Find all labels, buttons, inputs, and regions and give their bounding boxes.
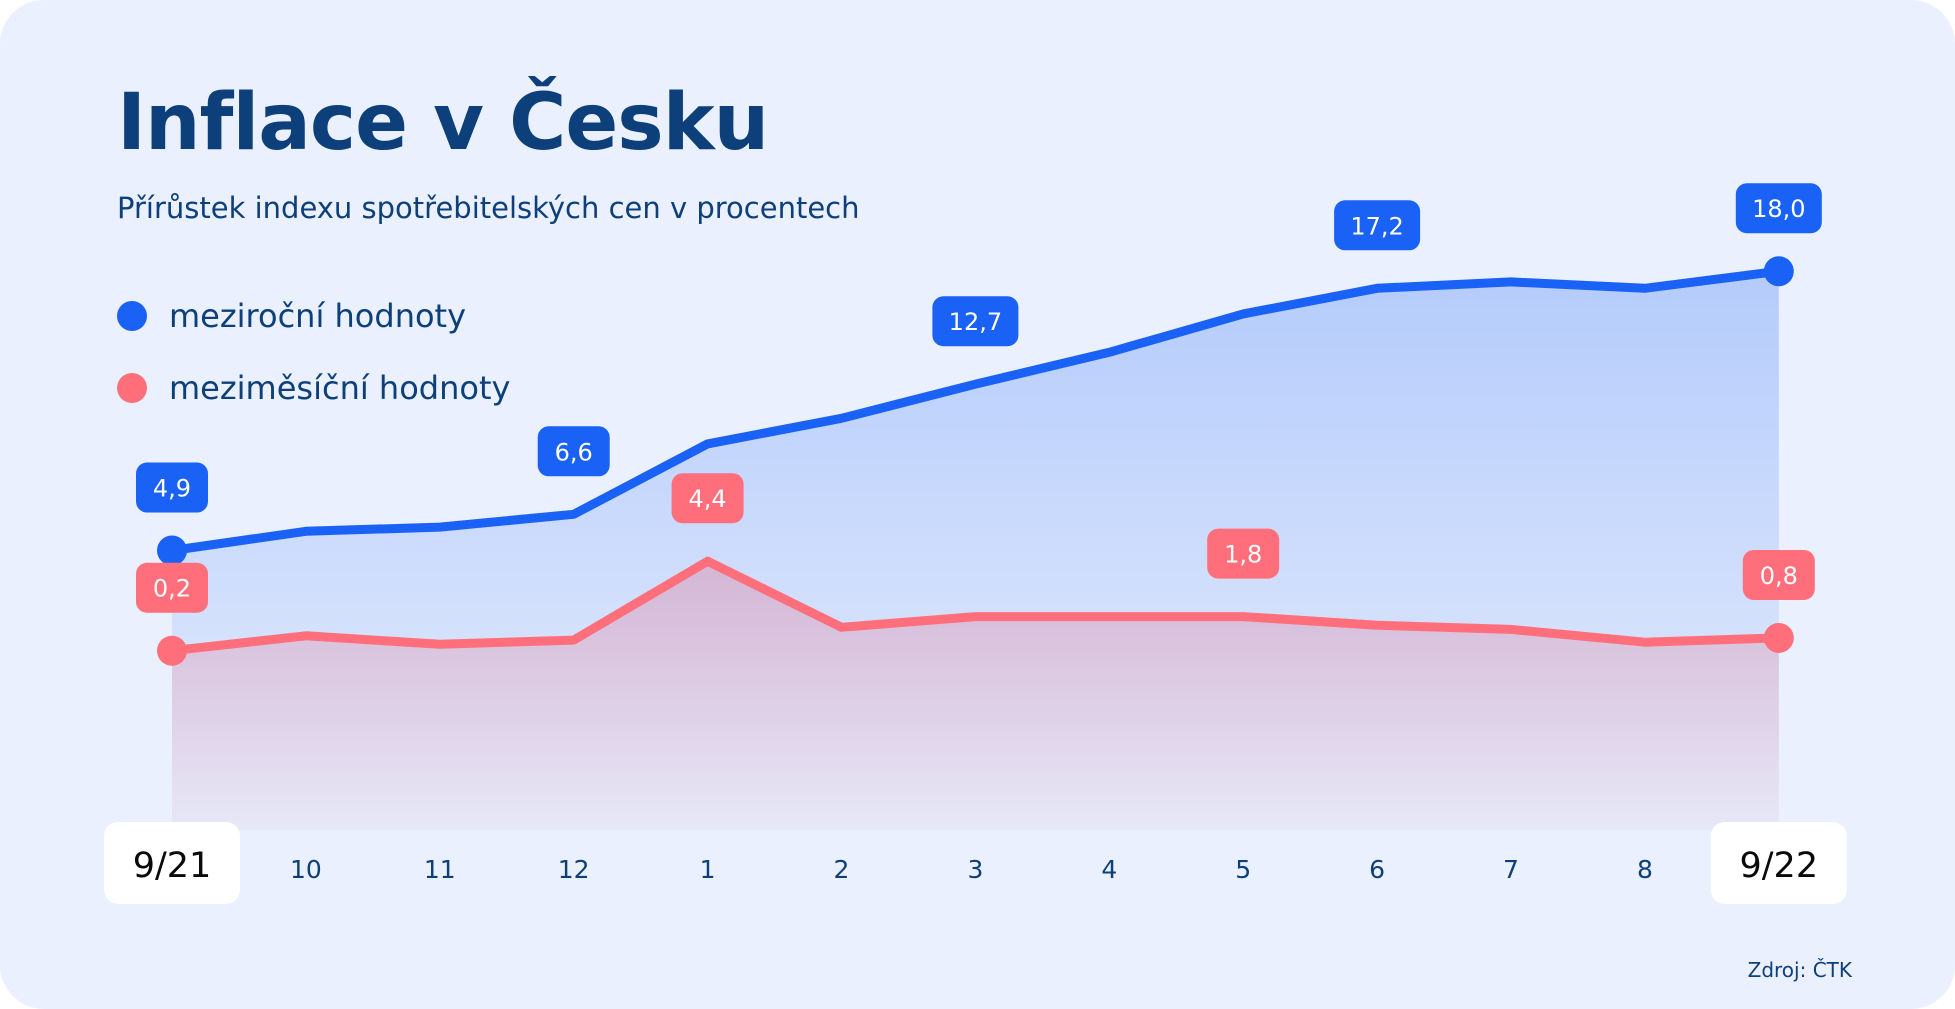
value-label-bg	[1334, 200, 1421, 251]
legend-dot-mom	[117, 373, 147, 403]
value-label-yoy-3: 12,7	[932, 296, 1019, 347]
value-label-text: 17,2	[1350, 212, 1403, 240]
value-label-text: 6,6	[555, 438, 593, 466]
value-label-text: 1,8	[1224, 541, 1262, 569]
value-label-text: 4,9	[153, 475, 191, 503]
value-label-mom-1: 4,4	[671, 473, 744, 524]
x-tick-8: 8	[1637, 855, 1653, 884]
value-label-text: 4,4	[689, 485, 727, 513]
value-label-yoy-9-22: 18,0	[1735, 183, 1822, 234]
value-label-yoy-9-21: 4,9	[136, 462, 208, 513]
x-tick-3: 3	[967, 855, 983, 884]
value-label-mom-9-22: 0,8	[1742, 549, 1815, 600]
x-tick-6: 6	[1369, 855, 1385, 884]
legend-label-yoy: meziroční hodnoty	[169, 297, 467, 335]
x-tick-2: 2	[834, 855, 850, 884]
point-yoy-9-21	[157, 535, 187, 566]
x-tick-box	[104, 822, 240, 904]
x-tick-1: 1	[700, 855, 716, 884]
point-mom-9-21	[157, 635, 187, 666]
x-tick-9-21: 9/21	[104, 822, 240, 904]
point-yoy-9-22	[1763, 256, 1794, 287]
value-label-mom-5: 1,8	[1207, 528, 1280, 579]
chart-title: Inflace v Česku	[117, 78, 769, 168]
value-label-text: 0,8	[1760, 562, 1798, 590]
value-label-mom-9-21: 0,2	[136, 562, 208, 613]
value-label-bg	[671, 473, 744, 524]
value-label-bg	[1735, 183, 1822, 234]
value-label-yoy-6: 17,2	[1334, 200, 1421, 251]
x-tick-box	[1710, 822, 1847, 904]
x-tick-5: 5	[1235, 855, 1251, 884]
value-label-bg	[932, 296, 1019, 347]
series-line-yoy	[167, 266, 1784, 555]
point-mom-9-22	[1763, 622, 1794, 653]
value-label-bg	[136, 462, 208, 513]
source-note: Zdroj: ČTK	[1747, 958, 1852, 982]
value-label-bg	[136, 562, 208, 613]
value-label-text: 0,2	[153, 575, 191, 603]
legend-dot-yoy	[117, 301, 147, 331]
value-label-text: 12,7	[949, 308, 1002, 336]
x-tick-12: 12	[558, 855, 590, 884]
x-tick-11: 11	[424, 855, 456, 884]
value-label-bg	[1742, 549, 1815, 600]
chart-subtitle: Přírůstek indexu spotřebitelských cen v …	[117, 191, 860, 225]
area-yoy	[172, 271, 1779, 830]
value-label-bg	[537, 426, 610, 477]
value-label-yoy-12: 6,6	[537, 426, 610, 477]
x-tick-7: 7	[1503, 855, 1519, 884]
x-tick-9-22: 9/22	[1710, 822, 1847, 904]
value-label-bg	[1207, 528, 1280, 579]
x-tick-4: 4	[1101, 855, 1117, 884]
x-tick-label: 9/22	[1739, 846, 1818, 886]
x-tick-10: 10	[290, 855, 322, 884]
legend-label-mom: meziměsíční hodnoty	[169, 369, 511, 407]
value-label-text: 18,0	[1752, 195, 1805, 223]
x-tick-label: 9/21	[133, 846, 212, 886]
series-line-mom	[167, 556, 1784, 656]
